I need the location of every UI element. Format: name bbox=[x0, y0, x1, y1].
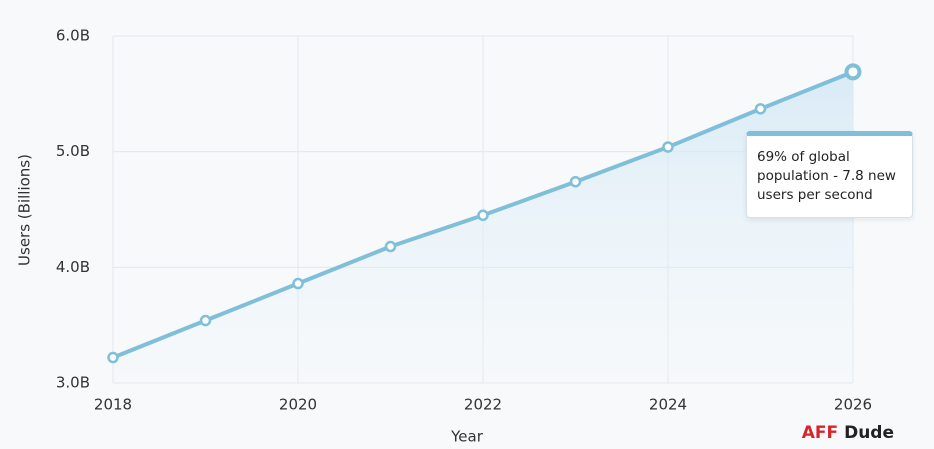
x-tick-label: 2020 bbox=[279, 396, 317, 414]
point bbox=[662, 141, 674, 153]
y-axis-label: Users (Billions) bbox=[16, 154, 34, 266]
point bbox=[384, 240, 397, 253]
x-tick-label: 2024 bbox=[649, 396, 687, 414]
x-tick-label: 2018 bbox=[94, 396, 132, 414]
y-tick-label: 6.0B bbox=[56, 27, 90, 45]
watermark: AFF Dude bbox=[802, 423, 894, 443]
y-tick-label: 3.0B bbox=[56, 374, 90, 392]
point bbox=[199, 314, 212, 327]
point bbox=[477, 209, 489, 222]
y-tick-label: 4.0B bbox=[56, 258, 90, 276]
x-tick-label: 2022 bbox=[464, 396, 502, 414]
point bbox=[292, 277, 304, 290]
y-tick-label: 5.0B bbox=[56, 142, 90, 160]
point bbox=[754, 103, 767, 115]
watermark-name: Dude bbox=[844, 423, 894, 443]
annotation: 69% of global population - 7.8 new users… bbox=[746, 131, 913, 218]
point bbox=[844, 63, 862, 81]
x-axis-label: Year bbox=[450, 428, 484, 446]
x-tick-label: 2026 bbox=[834, 396, 872, 414]
point bbox=[107, 351, 119, 364]
point bbox=[569, 175, 582, 188]
watermark-brand: AFF bbox=[801, 423, 839, 443]
